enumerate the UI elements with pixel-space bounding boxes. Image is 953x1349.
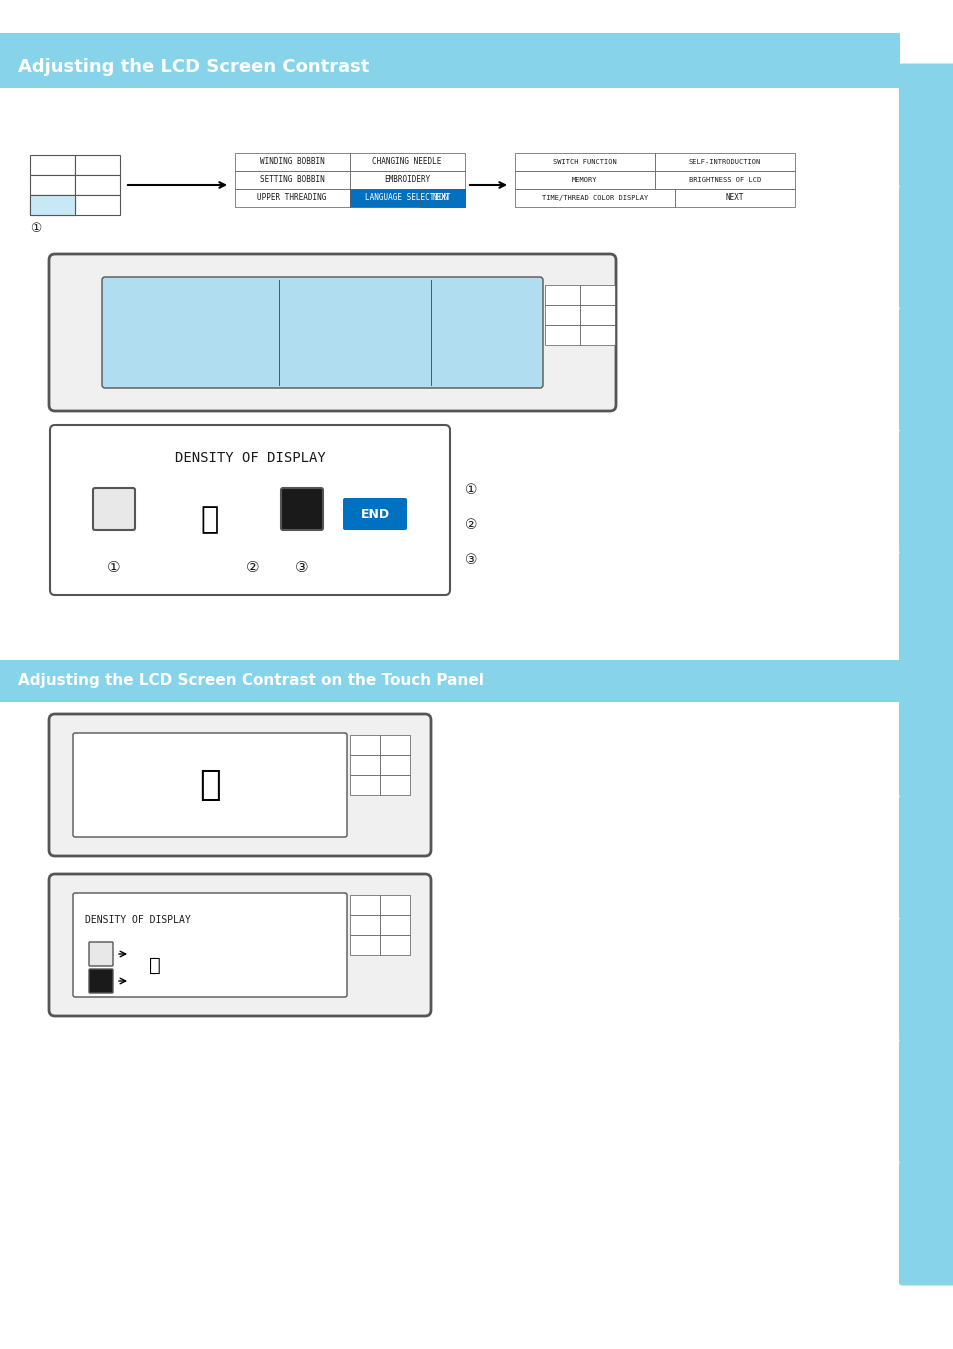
FancyBboxPatch shape bbox=[898, 552, 953, 676]
FancyBboxPatch shape bbox=[92, 488, 135, 530]
Text: NEXT: NEXT bbox=[433, 193, 451, 202]
Text: TIME/THREAD COLOR DISPLAY: TIME/THREAD COLOR DISPLAY bbox=[541, 196, 647, 201]
Bar bbox=[30, 196, 75, 214]
Bar bbox=[544, 305, 579, 325]
Text: END: END bbox=[360, 507, 389, 521]
Text: SWITCH FUNCTION: SWITCH FUNCTION bbox=[553, 159, 617, 165]
Text: UPPER THREADING: UPPER THREADING bbox=[257, 193, 326, 202]
Bar bbox=[655, 152, 794, 171]
Bar bbox=[515, 171, 655, 189]
Bar bbox=[234, 171, 350, 189]
FancyBboxPatch shape bbox=[898, 429, 953, 553]
Text: MEMORY: MEMORY bbox=[572, 177, 598, 183]
FancyBboxPatch shape bbox=[898, 796, 953, 920]
Bar bbox=[579, 305, 615, 325]
Text: SETTING BOBBIN: SETTING BOBBIN bbox=[259, 175, 324, 185]
Bar bbox=[579, 325, 615, 345]
Bar bbox=[515, 189, 675, 206]
FancyBboxPatch shape bbox=[898, 186, 953, 309]
Bar bbox=[379, 735, 410, 755]
Text: ①: ① bbox=[30, 223, 41, 235]
FancyBboxPatch shape bbox=[0, 660, 899, 701]
Text: CHANGING NEEDLE: CHANGING NEEDLE bbox=[372, 158, 441, 166]
FancyBboxPatch shape bbox=[898, 63, 953, 188]
FancyBboxPatch shape bbox=[89, 942, 112, 966]
FancyBboxPatch shape bbox=[898, 1161, 953, 1286]
FancyBboxPatch shape bbox=[898, 308, 953, 432]
Bar bbox=[350, 894, 379, 915]
Bar bbox=[30, 175, 75, 196]
FancyBboxPatch shape bbox=[49, 254, 616, 411]
FancyBboxPatch shape bbox=[343, 498, 407, 530]
FancyBboxPatch shape bbox=[50, 425, 450, 595]
FancyBboxPatch shape bbox=[89, 969, 112, 993]
Text: LANGUAGE SELECTION: LANGUAGE SELECTION bbox=[365, 193, 448, 202]
Bar bbox=[234, 189, 350, 206]
Bar bbox=[379, 935, 410, 955]
FancyBboxPatch shape bbox=[898, 1040, 953, 1163]
Text: ②: ② bbox=[464, 518, 477, 532]
Bar bbox=[30, 196, 75, 214]
Bar bbox=[544, 325, 579, 345]
Text: 🐻: 🐻 bbox=[201, 506, 219, 534]
Bar bbox=[75, 196, 120, 214]
Bar bbox=[515, 152, 655, 171]
Bar bbox=[350, 755, 379, 774]
Bar bbox=[379, 755, 410, 774]
Text: SELF-INTRODUCTION: SELF-INTRODUCTION bbox=[688, 159, 760, 165]
FancyBboxPatch shape bbox=[49, 874, 431, 1016]
Bar bbox=[350, 171, 464, 189]
Bar bbox=[350, 189, 464, 206]
Text: Adjusting the LCD Screen Contrast on the Touch Panel: Adjusting the LCD Screen Contrast on the… bbox=[18, 673, 483, 688]
Bar bbox=[75, 175, 120, 196]
FancyBboxPatch shape bbox=[0, 32, 899, 88]
Text: DENSITY OF DISPLAY: DENSITY OF DISPLAY bbox=[174, 451, 325, 465]
FancyBboxPatch shape bbox=[49, 714, 431, 857]
Bar bbox=[350, 735, 379, 755]
FancyBboxPatch shape bbox=[102, 277, 542, 389]
Text: 🐻: 🐻 bbox=[149, 955, 161, 974]
Bar bbox=[675, 189, 794, 206]
Bar bbox=[234, 152, 350, 171]
Bar bbox=[350, 774, 379, 795]
Text: ③: ③ bbox=[294, 560, 309, 576]
FancyBboxPatch shape bbox=[898, 673, 953, 797]
Bar bbox=[350, 915, 379, 935]
Text: DENSITY OF DISPLAY: DENSITY OF DISPLAY bbox=[85, 915, 191, 925]
Bar bbox=[30, 155, 75, 175]
Bar bbox=[579, 285, 615, 305]
Bar bbox=[655, 171, 794, 189]
FancyBboxPatch shape bbox=[281, 488, 323, 530]
Text: ②: ② bbox=[246, 560, 259, 576]
Bar bbox=[379, 894, 410, 915]
FancyBboxPatch shape bbox=[898, 917, 953, 1041]
Bar bbox=[75, 155, 120, 175]
FancyBboxPatch shape bbox=[73, 893, 347, 997]
Bar bbox=[350, 935, 379, 955]
Text: WINDING BOBBIN: WINDING BOBBIN bbox=[259, 158, 324, 166]
Bar bbox=[379, 915, 410, 935]
Bar bbox=[544, 285, 579, 305]
FancyBboxPatch shape bbox=[73, 733, 347, 836]
Text: 👆: 👆 bbox=[199, 768, 220, 803]
Text: EMBROIDERY: EMBROIDERY bbox=[383, 175, 430, 185]
Text: ③: ③ bbox=[464, 553, 477, 567]
Text: ①: ① bbox=[107, 560, 121, 576]
Text: ①: ① bbox=[464, 483, 477, 496]
Bar bbox=[379, 774, 410, 795]
Bar bbox=[419, 189, 464, 206]
Text: Adjusting the LCD Screen Contrast: Adjusting the LCD Screen Contrast bbox=[18, 58, 369, 76]
Bar bbox=[350, 152, 464, 171]
Text: BRIGHTNESS OF LCD: BRIGHTNESS OF LCD bbox=[688, 177, 760, 183]
Text: NEXT: NEXT bbox=[725, 193, 743, 202]
